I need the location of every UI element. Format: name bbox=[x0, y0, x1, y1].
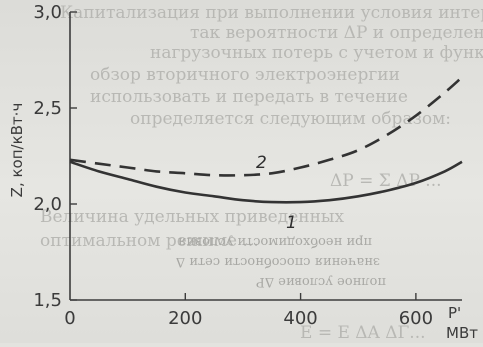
overlay-line: при необходимости условия bbox=[178, 234, 372, 249]
bleed-line: Капитализация при выполнении условия инт… bbox=[60, 3, 483, 23]
bleed-line: обзор вторичного электроэнергии bbox=[90, 65, 400, 85]
y-tick-label: 2,0 bbox=[33, 194, 62, 215]
x-tick-label: 200 bbox=[168, 308, 202, 329]
curve-label-2: 2 bbox=[256, 153, 267, 173]
overlay-line: значения способности сети Δ bbox=[176, 254, 380, 269]
y-tick-label: 2,5 bbox=[33, 98, 62, 119]
y-tick-label: 3,0 bbox=[33, 2, 62, 23]
y-tick-label: 1,5 bbox=[33, 290, 62, 311]
y-axis-label: Z, коп/кВт·ч bbox=[8, 103, 26, 198]
bleed-line: использовать и передать в течение bbox=[90, 87, 408, 107]
x-axis-unit: МВт bbox=[446, 324, 478, 342]
overlay-line: полное условие ΔP bbox=[256, 274, 386, 289]
bleed-line: так вероятности ΔP и определения bbox=[190, 23, 483, 43]
x-tick-label: 0 bbox=[64, 308, 75, 329]
x-tick-label: 400 bbox=[283, 308, 317, 329]
x-tick-label: 600 bbox=[399, 308, 433, 329]
bleed-line: определяется следующим образом: bbox=[130, 109, 451, 129]
x-axis-label: P' bbox=[448, 304, 461, 322]
curve-label-1: 1 bbox=[286, 213, 297, 233]
overlay-text: при необходимости условия значения способ… bbox=[176, 234, 386, 289]
bleed-line: нагрузочных потерь с учетом и функционал… bbox=[150, 43, 483, 63]
bleed-line: Величина удельных приведенных bbox=[40, 207, 344, 227]
